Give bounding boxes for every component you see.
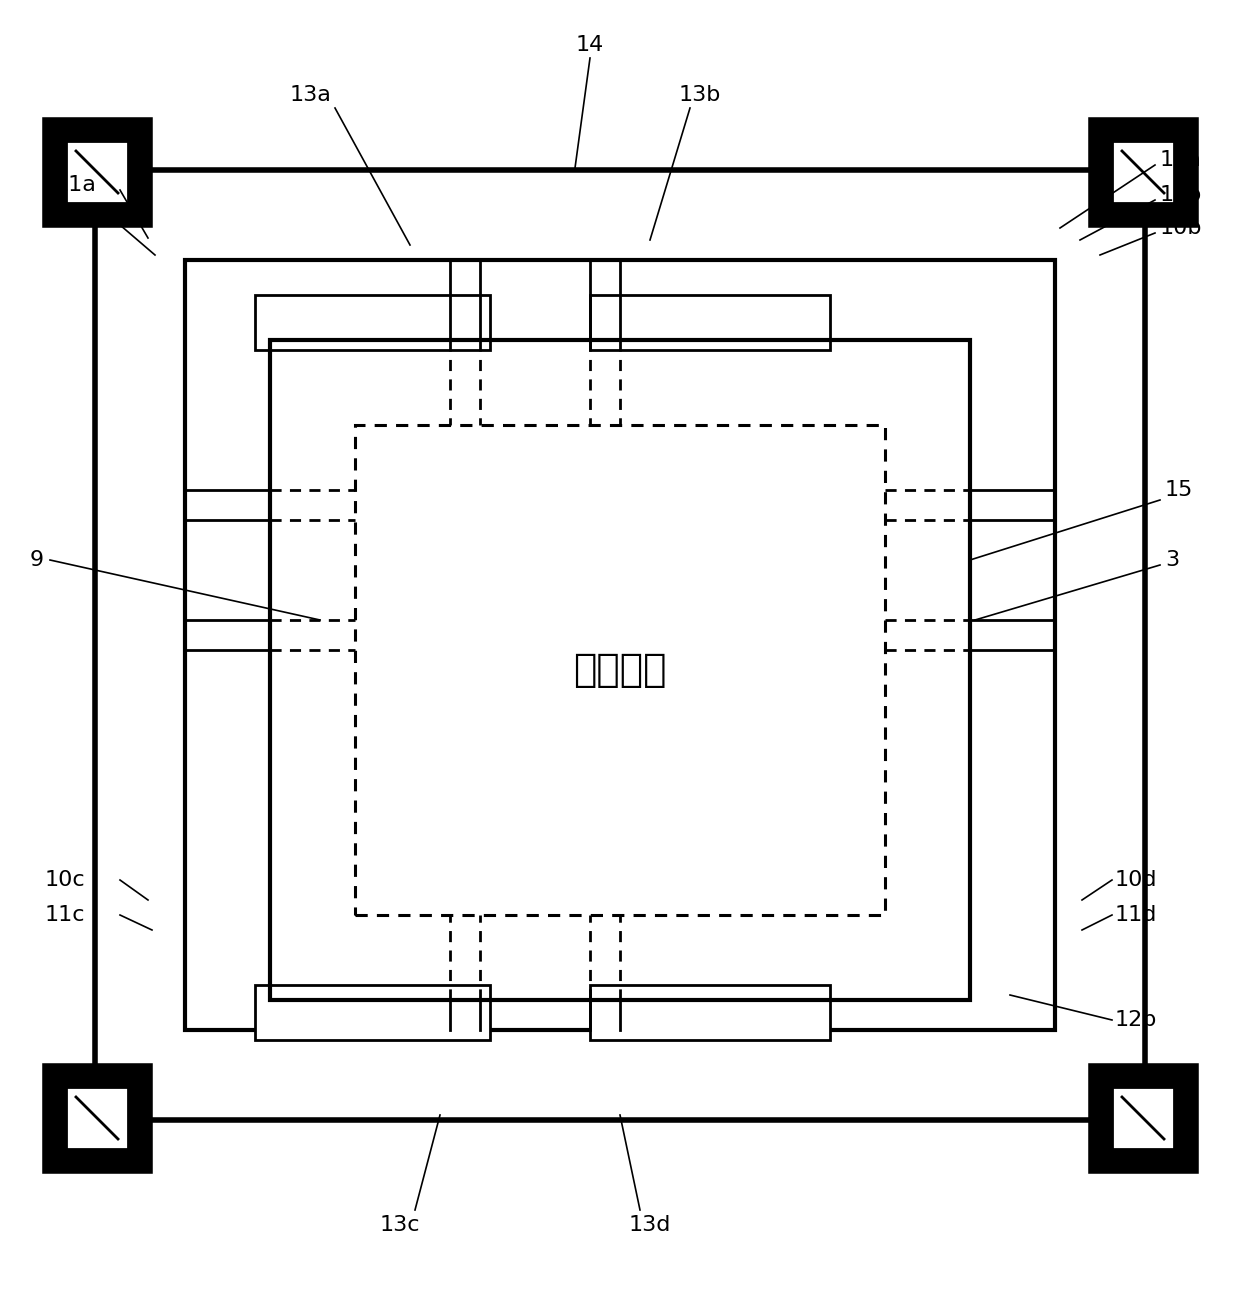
Bar bbox=[45, 120, 150, 225]
Bar bbox=[1090, 1066, 1195, 1170]
Bar bbox=[355, 424, 885, 916]
Bar bbox=[1090, 120, 1195, 225]
Text: 10a: 10a bbox=[55, 210, 97, 230]
Bar bbox=[95, 170, 1145, 1121]
Text: 12a: 12a bbox=[1159, 150, 1202, 170]
Text: 11d: 11d bbox=[1115, 905, 1157, 925]
Text: 10d: 10d bbox=[1115, 870, 1157, 889]
Bar bbox=[255, 295, 490, 350]
Text: 13b: 13b bbox=[678, 85, 722, 104]
Bar bbox=[1112, 1087, 1174, 1149]
Text: 13a: 13a bbox=[289, 85, 331, 104]
Bar bbox=[45, 1066, 150, 1170]
Bar bbox=[185, 260, 1055, 1030]
Bar bbox=[590, 985, 830, 1040]
Bar bbox=[66, 1087, 128, 1149]
Text: 15: 15 bbox=[1166, 481, 1193, 500]
Text: 13d: 13d bbox=[629, 1215, 671, 1235]
Text: 13c: 13c bbox=[379, 1215, 420, 1235]
Text: 11a: 11a bbox=[55, 175, 97, 195]
Text: 敏感结构: 敏感结构 bbox=[573, 650, 667, 690]
Text: 9: 9 bbox=[30, 550, 45, 569]
Bar bbox=[1112, 141, 1174, 202]
Text: 12b: 12b bbox=[1115, 1010, 1157, 1030]
Bar bbox=[590, 295, 830, 350]
Bar bbox=[255, 985, 490, 1040]
Text: 10c: 10c bbox=[45, 870, 86, 889]
Bar bbox=[270, 340, 970, 1000]
Bar bbox=[66, 141, 128, 202]
Text: 11c: 11c bbox=[45, 905, 86, 925]
Text: 11b: 11b bbox=[1159, 185, 1203, 205]
Text: 10b: 10b bbox=[1159, 218, 1203, 238]
Text: 3: 3 bbox=[1166, 550, 1179, 569]
Text: 14: 14 bbox=[575, 35, 604, 55]
